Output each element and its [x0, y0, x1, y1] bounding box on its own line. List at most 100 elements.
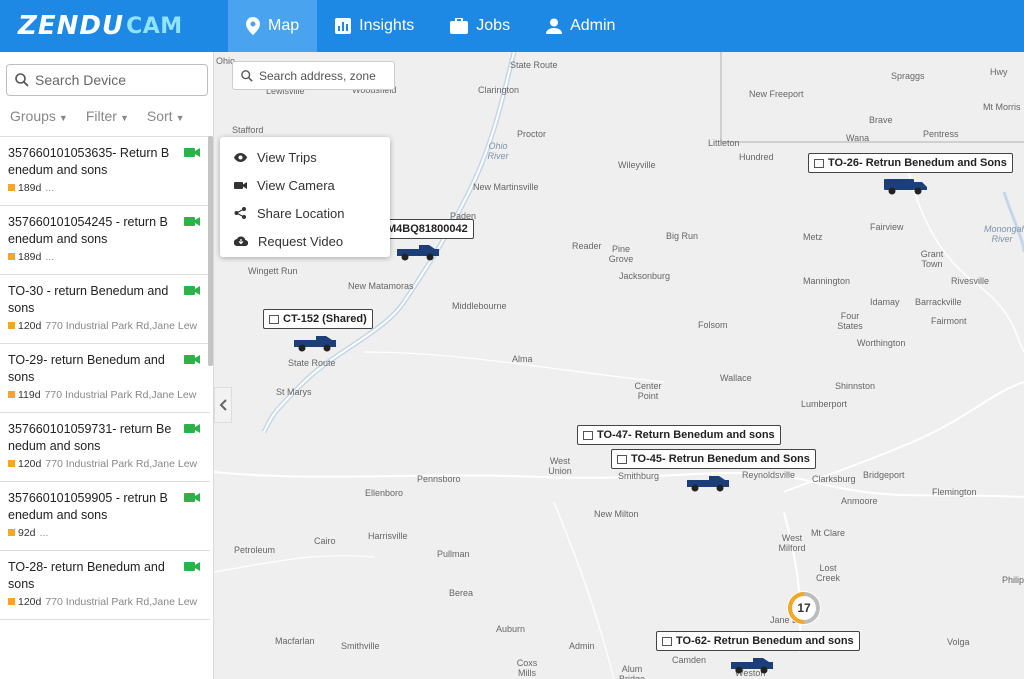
video-camera-icon [184, 217, 200, 226]
nav-admin[interactable]: Admin [528, 0, 633, 52]
view-trips-item[interactable]: View Trips [220, 143, 390, 171]
map-search-input[interactable] [259, 68, 379, 83]
map-search-box[interactable] [232, 61, 395, 90]
device-sidebar: Groups▼ Filter▼ Sort▼ 357660101053635- R… [0, 52, 214, 679]
request-video-item[interactable]: Request Video [220, 227, 390, 255]
device-search-box[interactable] [6, 64, 208, 96]
video-camera-icon [184, 424, 200, 433]
truck-marker-icon[interactable] [685, 473, 731, 493]
search-icon [241, 69, 253, 82]
video-camera-icon [184, 493, 200, 502]
device-address: ... [39, 527, 49, 539]
map-town-label: Woodsfield [352, 85, 397, 95]
map-town-label: Pine Grove [608, 244, 634, 264]
logo-text-sub: CAM [126, 13, 183, 39]
device-days: 119d [18, 389, 41, 401]
vehicle-label-text: TO-45- Retrun Benedum and Sons [631, 453, 810, 465]
vehicle-context-menu: View Trips View Camera Share Location Re… [220, 137, 390, 257]
vehicle-label-text: CT-152 (Shared) [283, 313, 367, 325]
map-town-label: State Route [288, 358, 336, 368]
device-meta: 189d... [8, 180, 204, 197]
device-days: 189d [18, 251, 42, 263]
vehicle-label-text: TO-62- Retrun Benedum and sons [676, 635, 854, 647]
map-town-label: Wallace [720, 373, 752, 383]
device-item[interactable]: TO-28- return Benedum and sons 120d 770 I… [0, 551, 210, 620]
vehicle-label-to26[interactable]: TO-26- Retrun Benedum and Sons [808, 153, 1013, 173]
truck-marker-icon[interactable] [882, 176, 928, 196]
filter-label: Filter [85, 108, 117, 124]
device-item[interactable]: TO-29- return Benedum and sons 119d 770 I… [0, 344, 210, 413]
map-town-label: Anmoore [841, 496, 878, 506]
device-item[interactable]: 357660101059731- return Benedum and sons… [0, 413, 210, 482]
map-town-label: Admin [569, 641, 595, 651]
map-town-label: Cairo [314, 536, 336, 546]
map-town-label: Clarington [478, 85, 520, 95]
map-town-label: Four States [837, 311, 863, 331]
cluster-ring-icon [788, 592, 820, 624]
groups-label: Groups [10, 108, 56, 124]
device-days: 120d [18, 458, 42, 470]
map-town-label: Lumberport [801, 399, 848, 409]
vehicle-cluster-marker[interactable]: 17 [787, 591, 821, 625]
device-item[interactable]: 357660101054245 - return Benedum and son… [0, 206, 210, 275]
vehicle-label-partial[interactable]: M4BQ81800042 [382, 219, 474, 239]
device-item[interactable]: 357660101053635- Return Benedum and sons… [0, 137, 210, 206]
filter-dropdown[interactable]: Filter ▼ [86, 108, 129, 124]
map-town-label: Macfarlan [275, 636, 315, 646]
top-navbar: ZENDU CAM Map Insights Jobs Admin [0, 0, 1024, 52]
nav-map[interactable]: Map [228, 0, 318, 52]
vehicle-label-to45[interactable]: TO-45- Retrun Benedum and Sons [611, 449, 816, 469]
vehicle-label-to47[interactable]: TO-47- Return Benedum and sons [577, 425, 781, 445]
truck-marker-icon[interactable] [292, 333, 338, 353]
device-item[interactable]: 357660101059905 - retrun Benedum and son… [0, 482, 210, 551]
filter-bar: Groups ▼ Filter ▼ Sort ▼ [10, 108, 185, 124]
map-town-label: Jane Lew [770, 615, 809, 625]
map-town-label: Clarksburg [812, 474, 856, 484]
cloud-download-icon [234, 236, 248, 246]
collapse-sidebar-button[interactable] [214, 387, 232, 423]
groups-dropdown[interactable]: Groups ▼ [10, 108, 68, 124]
device-search-input[interactable] [35, 72, 195, 88]
sort-dropdown[interactable]: Sort ▼ [147, 108, 185, 124]
vehicle-label-text: TO-47- Return Benedum and sons [597, 429, 775, 441]
chart-icon [335, 18, 352, 34]
main-nav: Map Insights Jobs Admin [228, 0, 633, 52]
map-town-label: Lewisville [266, 86, 305, 96]
video-badge-icon [617, 454, 627, 464]
truck-marker-icon[interactable] [395, 242, 441, 262]
map-town-label: Bridgeport [863, 470, 905, 480]
sort-label: Sort [146, 108, 173, 124]
share-icon [234, 207, 246, 219]
view-camera-item[interactable]: View Camera [220, 171, 390, 199]
sidebar-scrollbar[interactable] [208, 136, 213, 366]
map-town-label: Middlebourne [452, 301, 507, 311]
device-name: 357660101054245 - return Benedum and son… [8, 215, 168, 246]
map-town-label: Mt Morris [983, 102, 1021, 112]
map-town-label: Barrackville [915, 297, 962, 307]
cluster-count: 17 [797, 601, 811, 615]
nav-insights[interactable]: Insights [317, 0, 432, 52]
device-item[interactable]: TO-30 - return Benedum and sons 120d 770 … [0, 275, 210, 344]
nav-jobs[interactable]: Jobs [432, 0, 528, 52]
map-canvas[interactable]: Clarington Spraggs New Freeport Mt Morri… [214, 52, 1024, 679]
map-town-label: Weston [735, 668, 766, 678]
device-meta: 120d 770 Industrial Park Rd,Jane Lew [8, 456, 204, 473]
map-town-label: Spraggs [891, 71, 925, 81]
status-square-icon [8, 460, 15, 467]
zenducam-logo[interactable]: ZENDU CAM [0, 0, 228, 52]
map-town-label: Proctor [517, 129, 547, 139]
video-badge-icon [814, 158, 824, 168]
map-town-label: Idamay [870, 297, 900, 307]
share-location-label: Share Location [257, 205, 345, 221]
vehicle-label-to62[interactable]: TO-62- Retrun Benedum and sons [656, 631, 860, 651]
device-days: 189d [18, 182, 42, 194]
map-town-label: Metz [803, 232, 823, 242]
device-name: TO-30 - return Benedum and sons [8, 284, 169, 315]
truck-marker-icon[interactable] [729, 655, 775, 675]
device-address: 770 Industrial Park Rd,Jane Lew [45, 320, 198, 332]
device-name: 357660101053635- Return Benedum and sons [8, 146, 170, 177]
search-icon [15, 73, 29, 87]
device-name: TO-28- return Benedum and sons [8, 560, 165, 591]
vehicle-label-ct152[interactable]: CT-152 (Shared) [263, 309, 373, 329]
share-location-item[interactable]: Share Location [220, 199, 390, 227]
